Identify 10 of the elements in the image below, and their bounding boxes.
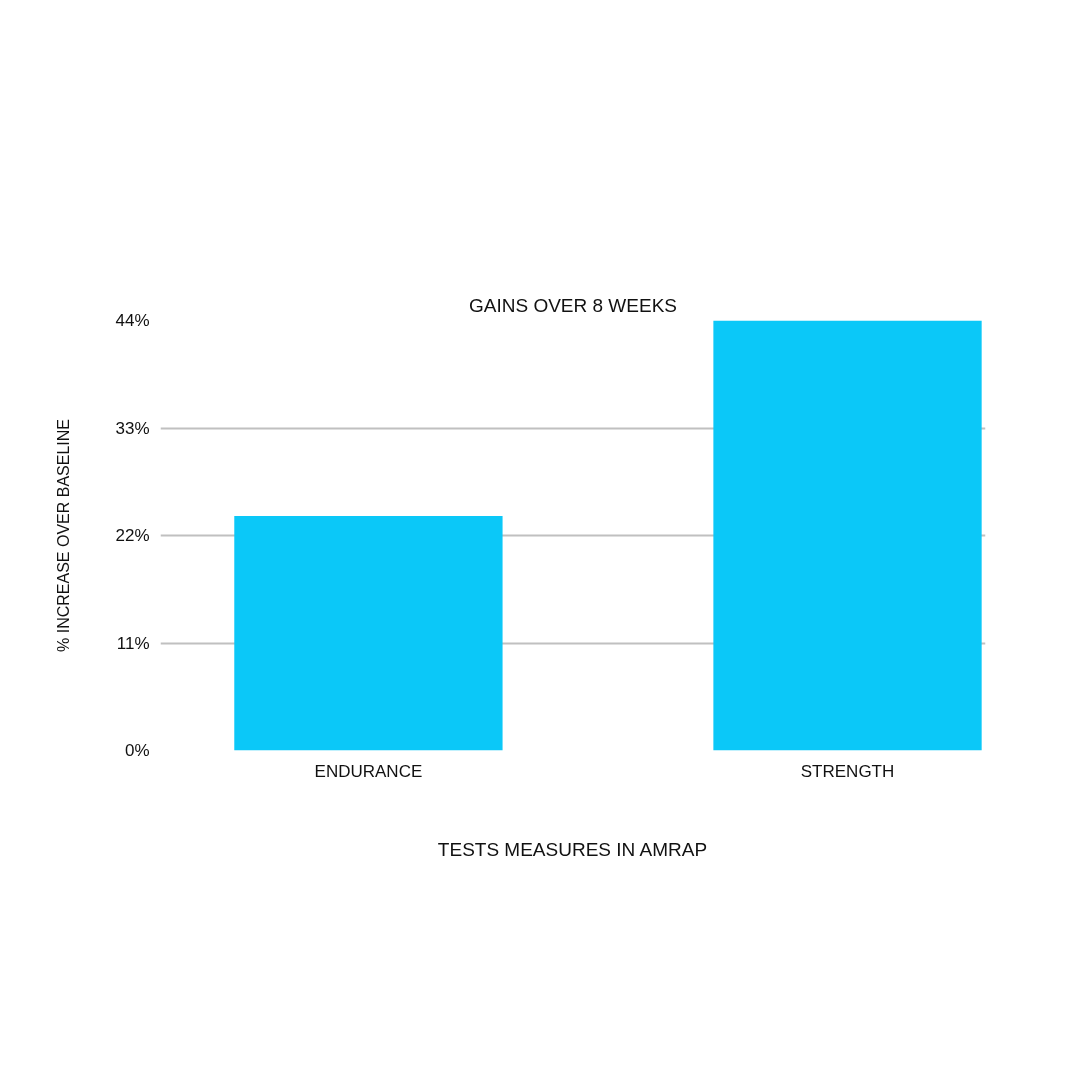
y-tick-label: 44% [115,311,150,330]
x-axis-title: TESTS MEASURES IN AMRAP [437,838,708,860]
y-tick-label: 22% [115,526,150,545]
x-tick-label: ENDURANCE [314,761,423,781]
y-tick-label: 33% [115,418,150,438]
y-axis-title: % INCREASE OVER BASELINE [55,419,73,652]
x-tick-label: STRENGTH [800,761,895,781]
chart-title: GAINS OVER 8 WEEKS [469,294,677,316]
y-tick-label: 11% [116,633,150,653]
y-tick-label: 0% [124,741,150,760]
